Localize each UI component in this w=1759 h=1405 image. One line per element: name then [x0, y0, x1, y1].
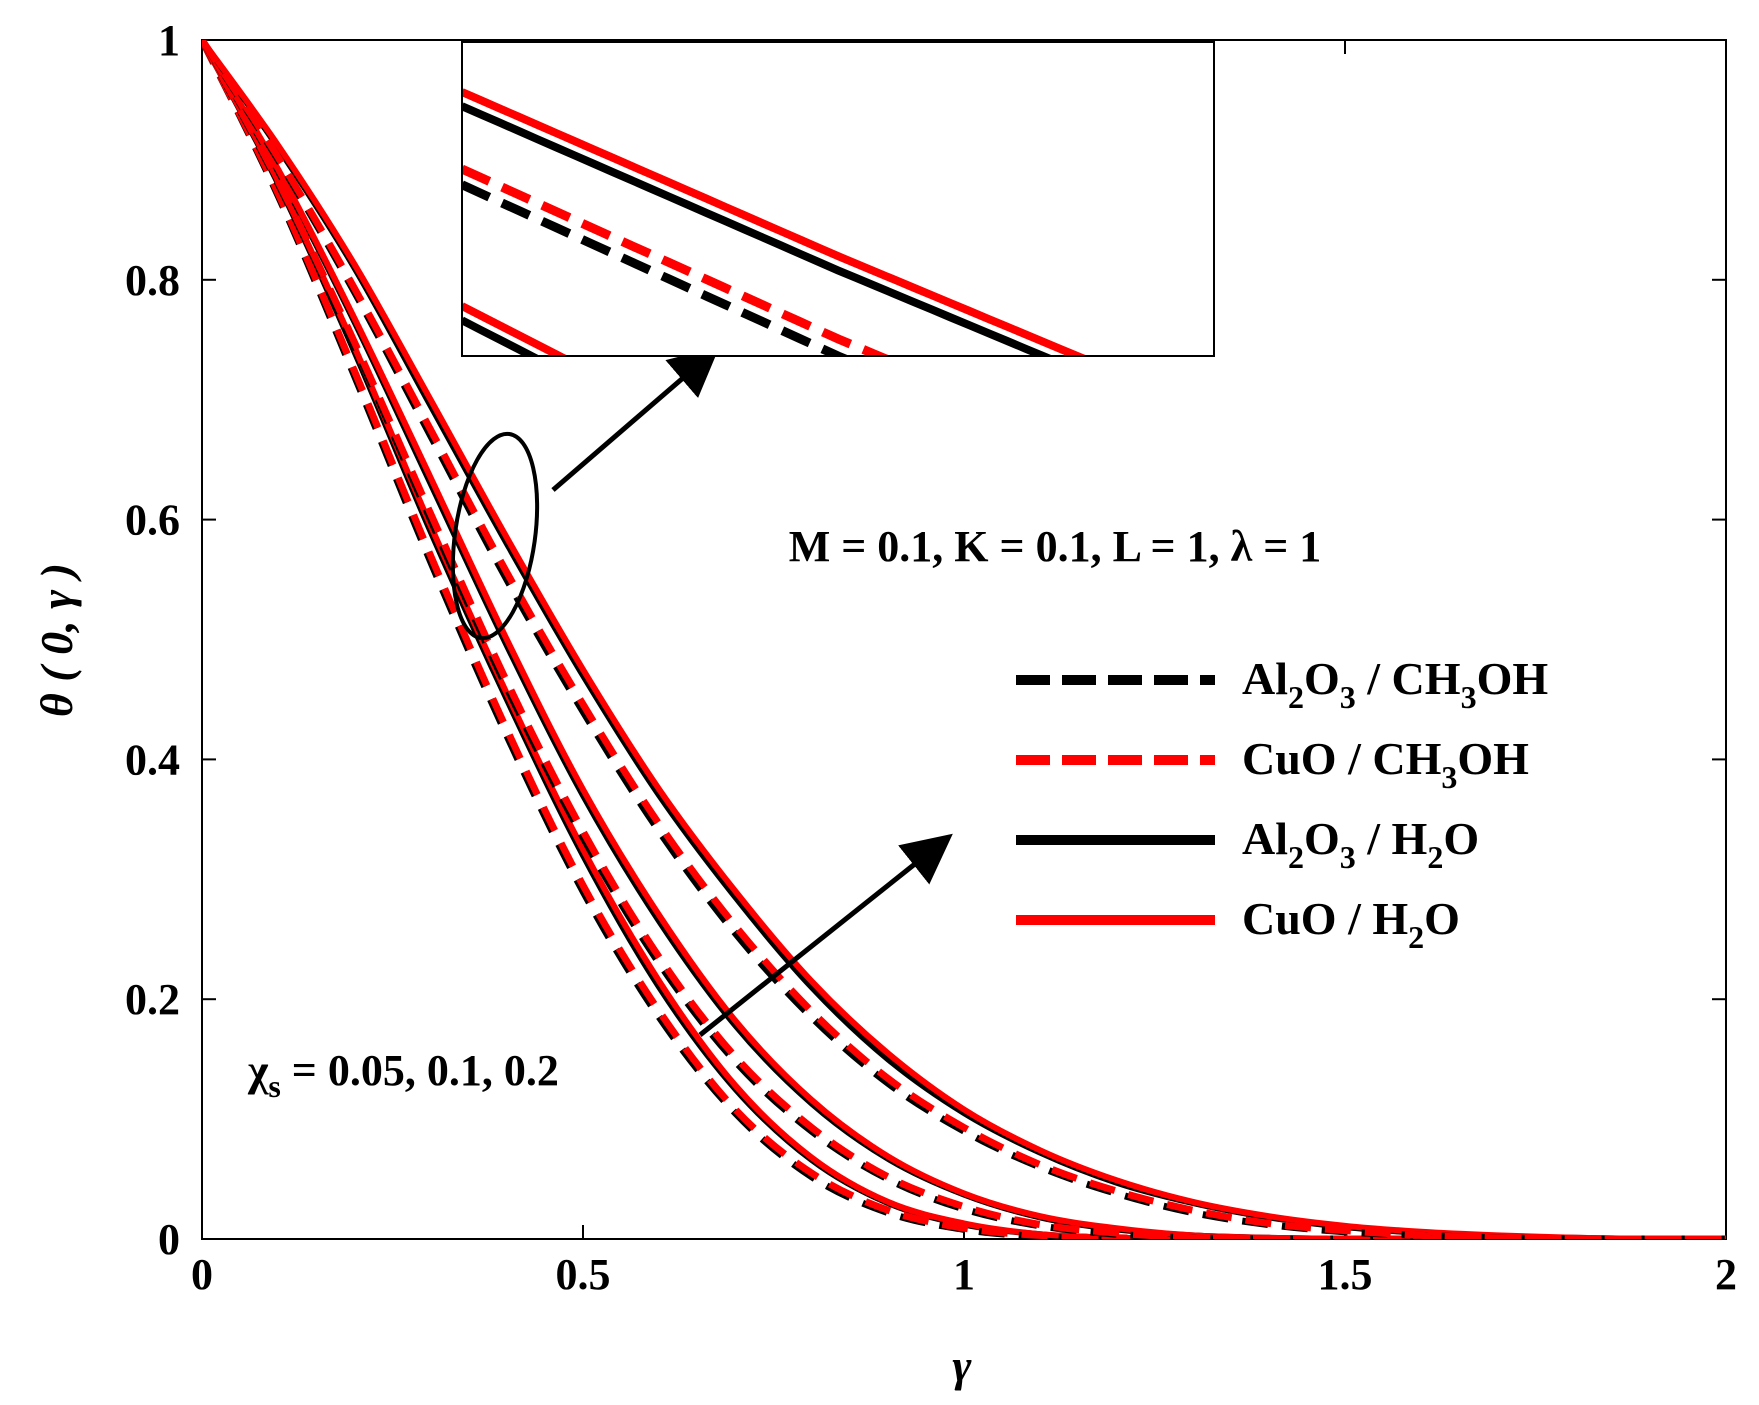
chi-subscript: s — [268, 1068, 280, 1104]
chi-symbol: χ — [247, 1046, 269, 1095]
inset-line-cuo-ch3oh-chi-0p1 — [462, 399, 1214, 777]
legend-label: Al2O3 / H2O — [1242, 813, 1479, 875]
inset-line-cuo-h2o-chi-0p05 — [462, 427, 1214, 812]
x-tick-label: 0.5 — [556, 1250, 611, 1299]
x-tick-label: 1.5 — [1318, 1250, 1373, 1299]
parameter-annotation: M = 0.1, K = 0.1, L = 1, λ = 1 — [789, 522, 1322, 571]
legend: Al2O3 / CH3OH CuO / CH3OH Al2O3 / H2O CuO /… — [1016, 653, 1548, 955]
chi-values: = 0.05, 0.1, 0.2 — [281, 1046, 559, 1095]
y-tick-label: 0.8 — [125, 256, 180, 305]
y-tick-label: 0.4 — [125, 735, 180, 784]
inset-line-cuo-h2o-chi-0p1 — [462, 302, 569, 356]
y-tick-label: 1 — [158, 16, 180, 65]
inset-line-cuo-ch3oh-chi-0p2 — [462, 164, 891, 356]
legend-label: Al2O3 / CH3OH — [1242, 653, 1548, 715]
legend-label: CuO / CH3OH — [1242, 733, 1529, 795]
x-tick-label: 2 — [1715, 1250, 1737, 1299]
y-tick-label: 0 — [158, 1215, 180, 1264]
inset-frame — [461, 41, 1215, 357]
chi-annotation: χs = 0.05, 0.1, 0.2 — [247, 1046, 559, 1104]
zoom-region-ellipse — [450, 431, 540, 641]
series-lines — [202, 40, 1726, 1239]
inset-pointer-arrow — [551, 346, 720, 492]
inset-lines — [462, 88, 1214, 913]
x-tick-label: 1 — [953, 1250, 975, 1299]
y-tick-label: 0.2 — [125, 975, 180, 1024]
x-axis-title: γ — [952, 1340, 972, 1391]
inset-line-al2o3-h2o-chi-0p1 — [462, 316, 541, 356]
chi-increase-arrow — [698, 833, 953, 1037]
legend-label: CuO / H2O — [1242, 893, 1460, 955]
inset-line-cuo-h2o-chi-0p2 — [462, 88, 1088, 356]
y-tick-label: 0.6 — [125, 496, 180, 545]
series-line-cuo-ch3oh-chi-0p05 — [202, 40, 1726, 1239]
y-axis-title: θ ( 0, γ ) — [31, 563, 82, 717]
inset-line-al2o3-ch3oh-chi-0p2 — [462, 180, 850, 356]
inset-background — [462, 42, 1214, 356]
x-axis-ticks: 0 0.5 1 1.5 2 — [191, 40, 1737, 1299]
x-tick-label: 0 — [191, 1250, 213, 1299]
inset-line-al2o3-h2o-chi-0p2 — [462, 102, 1054, 356]
y-axis-ticks: 0 0.2 0.4 0.6 0.8 1 — [125, 16, 1726, 1264]
series-line-cuo-h2o-chi-0p2 — [202, 40, 1726, 1239]
inset-line-al2o3-ch3oh-chi-0p05 — [462, 520, 1214, 913]
